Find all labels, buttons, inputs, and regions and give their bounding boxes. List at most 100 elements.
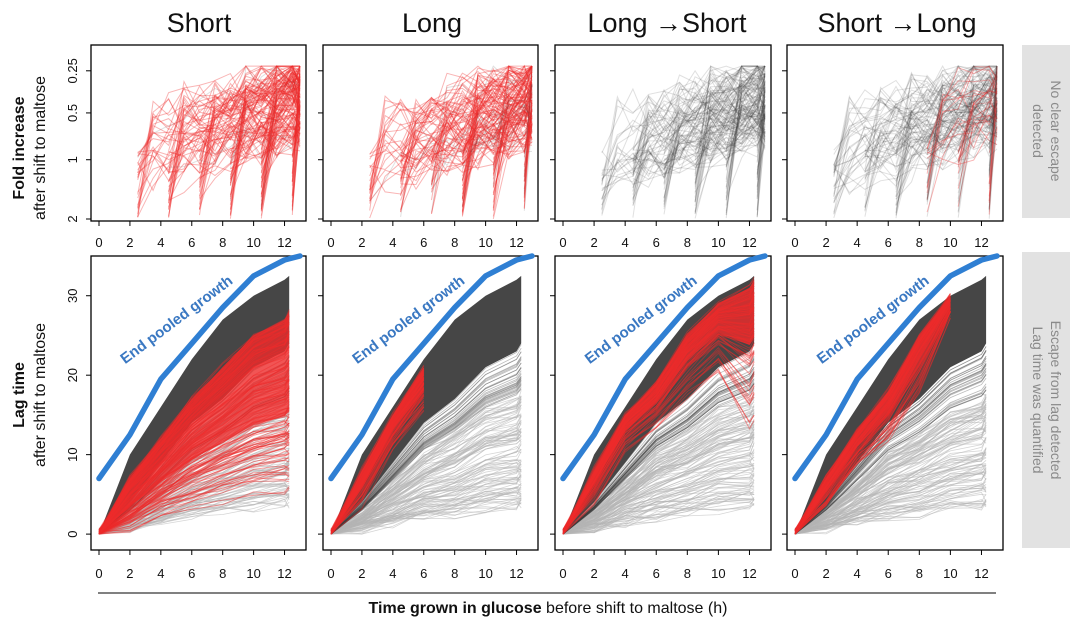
end-pooled-growth-line	[560, 253, 768, 482]
top-gray-trace	[864, 72, 998, 152]
top-gray-trace	[988, 74, 998, 210]
top-gray-trace	[895, 68, 998, 188]
top-gray-trace	[694, 82, 766, 177]
top-red-trace	[400, 65, 533, 213]
top-red-trace	[291, 123, 301, 207]
top-red-trace	[492, 88, 533, 168]
top-gray-trace	[833, 91, 998, 151]
top-red-trace	[199, 65, 301, 183]
bottom-x-tick-label: 0	[95, 566, 102, 581]
top-gray-trace	[260, 80, 301, 208]
red-trace	[794, 318, 951, 531]
top-gray-trace	[833, 116, 998, 200]
top-red-trace	[137, 79, 301, 181]
red-trace	[562, 369, 755, 535]
top-gray-trace	[957, 87, 998, 153]
top-gray-trace	[895, 132, 998, 174]
top-red-trace	[168, 89, 301, 193]
top-red-trace	[461, 127, 533, 166]
red-trace	[562, 349, 755, 535]
top-red-trace	[291, 122, 301, 212]
top-gray-trace	[926, 113, 997, 170]
top-gray-trace	[462, 130, 533, 154]
top-gray-trace	[523, 73, 533, 178]
top-red-trace	[431, 138, 533, 190]
top-red-trace	[260, 126, 301, 202]
top-gray-trace	[632, 76, 766, 164]
top-gray-trace	[957, 131, 998, 202]
top-gray-trace	[400, 104, 533, 217]
x-axis-label-rest: before shift to maltose (h)	[542, 600, 728, 617]
top-red-trace	[369, 65, 533, 160]
red-trace	[330, 409, 425, 535]
top-gray-trace	[895, 91, 998, 151]
red-trace	[562, 339, 755, 535]
bottom-light-trace	[794, 483, 987, 530]
top-red-trace	[400, 78, 533, 162]
top-gray-trace	[601, 65, 766, 186]
top-red-trace	[229, 117, 301, 158]
red-trace	[98, 480, 290, 532]
side-text-bottom-line2: Lag time was quantified	[1030, 326, 1046, 473]
bottom-x-tick-label: 6	[188, 566, 195, 581]
top-red-trace	[137, 111, 301, 192]
top-red-trace	[229, 65, 300, 210]
red-trace	[794, 315, 951, 535]
bottom-light-trace	[330, 475, 522, 535]
top-red-trace	[462, 123, 533, 165]
red-trace	[794, 307, 951, 534]
top-gray-trace	[833, 108, 998, 189]
top-gray-trace	[694, 96, 766, 213]
red-trace	[98, 431, 290, 535]
top-red-trace	[168, 77, 301, 175]
top-gray-trace	[632, 83, 766, 178]
red-trace	[562, 359, 755, 535]
top-gray-trace	[895, 65, 998, 151]
top-gray-trace	[632, 91, 766, 163]
top-gray-trace	[632, 65, 766, 189]
bottom-gray-trace	[330, 356, 522, 535]
top-red-trace	[369, 101, 533, 191]
top-red-trace	[461, 65, 533, 202]
top-gray-trace	[694, 72, 766, 176]
top-red-trace	[230, 108, 301, 170]
top-gray-trace	[756, 80, 766, 151]
bottom-gray-trace	[794, 389, 987, 535]
top-red-trace	[260, 122, 301, 158]
top-gray-trace	[725, 92, 766, 168]
top-gray-trace	[833, 65, 998, 176]
bottom-gray-trace	[794, 367, 987, 535]
red-trace	[98, 442, 290, 535]
top-red-trace	[168, 67, 301, 152]
bottom-x-tick-label: 0	[327, 566, 334, 581]
top-gray-trace	[694, 73, 766, 158]
bottom-light-trace	[562, 499, 755, 534]
top-gray-trace	[864, 88, 998, 212]
bottom-gray-trace	[562, 381, 755, 535]
bottom-light-trace	[562, 405, 755, 535]
top-red-trace	[369, 126, 533, 173]
top-red-trace	[260, 65, 301, 207]
side-text-top: No clear escape detected	[1030, 80, 1064, 181]
top-red-trace	[229, 83, 301, 186]
top-red-trace	[431, 104, 533, 171]
top-red-trace	[492, 93, 533, 195]
top-red-trace	[137, 104, 301, 210]
top-x-tick-label: 4	[622, 235, 629, 250]
top-red-trace	[260, 80, 301, 219]
red-trace	[330, 407, 425, 535]
top-gray-trace	[957, 64, 998, 204]
top-gray-trace	[601, 117, 766, 192]
red-trace	[330, 395, 425, 535]
red-trace	[98, 424, 290, 531]
top-y-tick-label: 1	[65, 156, 80, 163]
top-red-trace	[957, 120, 998, 207]
top-red-trace	[291, 113, 301, 203]
top-red-trace	[492, 119, 533, 217]
top-gray-trace	[601, 132, 766, 189]
top-gray-trace	[400, 109, 533, 172]
